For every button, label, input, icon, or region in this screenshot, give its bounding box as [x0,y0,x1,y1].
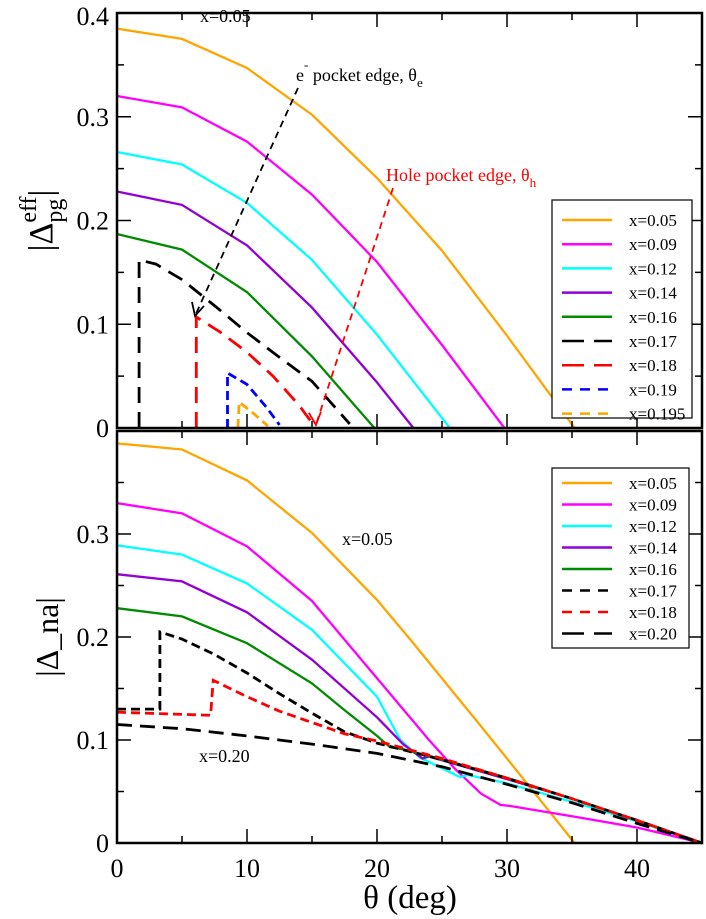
legend-label: x=0.20 [629,625,677,644]
legend-label: x=0.12 [629,517,677,536]
legend-box [551,199,693,419]
annotation-text: e [296,65,304,85]
legend-label: x=0.09 [629,235,677,254]
legend: x=0.05 x=0.09 x=0.12 x=0.14 x=0.16 x=0.17 x=0.… [551,467,690,649]
y-axis-label-main: |Δ [23,223,60,252]
series-line-x=0.09 [116,501,703,845]
series-line-x=0.09 [116,94,506,429]
legend-label: x=0.16 [629,308,677,327]
legend-label: x=0.05 [629,474,677,493]
annotation-hole-pocket-edge: Hole pocket edge, θh [386,165,537,190]
annotation-text: Hole pocket edge, θ [386,165,530,185]
legend-label: x=0.17 [629,582,677,601]
legend-label: x=0.17 [629,332,677,351]
series-line-x=0.18 [116,678,703,845]
y-tick-label: 0.4 [77,2,110,31]
legend-label: x=0.16 [629,560,677,579]
y-tick-label: 0 [96,414,109,443]
series-line-x=0.16 [116,232,376,429]
series-line-x=0.17 [117,629,703,845]
annotation-x005: x=0.05 [342,529,393,549]
legend-label: x=0.09 [629,496,677,515]
series-line-x=0.17 [137,258,351,428]
y-axis-label-sub: pg [42,199,68,223]
annotation-sub: h [530,175,537,190]
annotation-sub: e [417,75,423,90]
annotation-x005: x=0.05 [200,6,251,26]
legend-label: x=0.18 [629,356,677,375]
y-tick-label: 0.1 [77,310,110,339]
annotation-sup: - [304,57,308,72]
series-line-x=0.12 [116,150,451,429]
y-axis-label: |Δpgeff| [16,190,68,252]
y-tick-label: 0.3 [77,103,110,132]
x-tick-label: 30 [494,854,520,883]
annotation-arrow-e [194,87,299,317]
legend-label: x=0.18 [629,603,677,622]
legend-label: x=0.195 [629,405,685,424]
annotation-arrow-h [315,187,394,426]
legend-label: x=0.12 [629,259,677,278]
y-tick-label: 0.1 [77,726,110,755]
arrowhead-icon [191,301,205,318]
legend-box [551,467,690,649]
y-axis-label: |Δ_na| [29,597,65,677]
series-line-x=0.14 [116,190,415,429]
annotation-x020: x=0.20 [199,746,250,766]
legend-label: x=0.05 [629,211,677,230]
x-tick-label: 20 [364,854,390,883]
annotation-text: pocket edge, θ [308,65,417,85]
x-tick-label: 0 [111,854,124,883]
y-tick-label: 0.2 [77,207,110,236]
y-tick-label: 0.3 [77,520,110,549]
series-line-x=0.05 [116,442,576,844]
x-tick-label: 40 [624,854,650,883]
series-line-x=0.195 [236,399,269,429]
legend-label: x=0.14 [629,284,677,303]
y-axis-label-end: | [23,190,60,197]
x-tick-label: 10 [234,854,260,883]
y-tick-label: 0 [96,829,109,858]
y-axis-label-sup: eff [16,196,42,222]
arrowhead-icon [308,411,322,427]
legend: x=0.05 x=0.09 x=0.12 x=0.14 x=0.16 x=0.17 x=0.… [551,199,693,424]
series-line-x=0.20 [116,723,703,845]
x-axis-label: θ (deg) [363,880,457,916]
panel-bottom: 00.10.20.30 10 20 30 40θ (deg)|Δ_na|x=0.05x=… [29,429,704,916]
legend-label: x=0.14 [629,539,677,558]
series-line-x=0.18 [194,314,314,428]
panel-top: 00.10.20.30.4|Δpgeff|x=0.05x=0.09x=0.12x… [16,2,704,443]
series-line-x=0.19 [226,370,281,428]
y-tick-label: 0.2 [77,623,110,652]
legend-label: x=0.19 [629,380,677,399]
annotation-e-pocket-edge: e- pocket edge, θe [296,57,423,90]
